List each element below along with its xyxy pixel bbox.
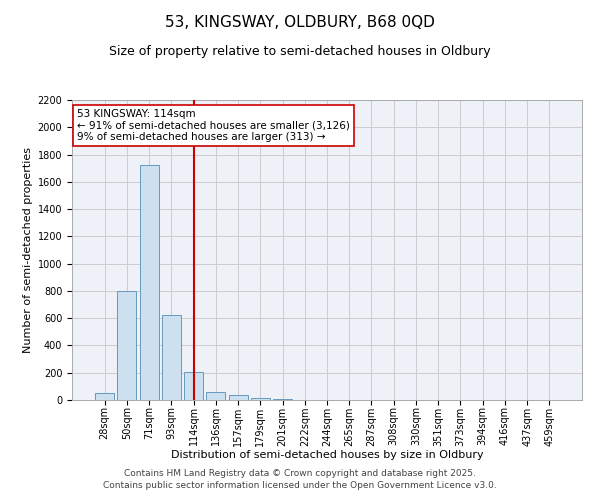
Bar (206, 392, 225, 400)
Bar (184, 372, 203, 400)
Bar (229, 394, 248, 400)
Bar (140, 166, 158, 400)
Text: 53, KINGSWAY, OLDBURY, B68 0QD: 53, KINGSWAY, OLDBURY, B68 0QD (165, 15, 435, 30)
Text: Size of property relative to semi-detached houses in Oldbury: Size of property relative to semi-detach… (109, 45, 491, 58)
Bar (118, 291, 136, 400)
Bar (95, 393, 114, 400)
Text: 53 KINGSWAY: 114sqm
← 91% of semi-detached houses are smaller (3,126)
9% of semi: 53 KINGSWAY: 114sqm ← 91% of semi-detach… (77, 109, 350, 142)
X-axis label: Distribution of semi-detached houses by size in Oldbury: Distribution of semi-detached houses by … (170, 450, 484, 460)
Y-axis label: Number of semi-detached properties: Number of semi-detached properties (23, 147, 34, 353)
Text: Contains HM Land Registry data © Crown copyright and database right 2025.
Contai: Contains HM Land Registry data © Crown c… (103, 469, 497, 490)
Bar (162, 316, 181, 400)
Bar (251, 398, 270, 400)
